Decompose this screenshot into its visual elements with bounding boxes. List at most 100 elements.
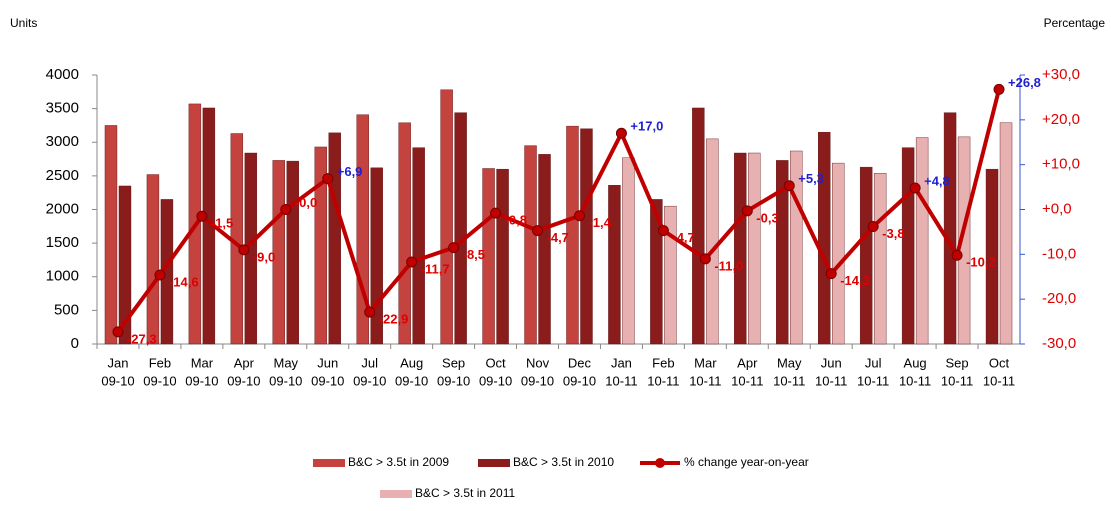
bar [832,162,845,345]
bar [440,89,453,345]
x-tick-label: 09-10 [311,373,344,388]
bar [734,152,747,345]
legend-swatch [478,459,510,467]
legend-swatch [313,459,345,467]
bar [790,150,803,345]
bar [118,185,132,345]
bar [496,168,509,345]
x-tick-label: 10-11 [689,373,721,388]
data-label: -9,0 [253,249,275,264]
marker [448,242,460,254]
x-tick-label: 09-10 [437,373,470,388]
x-tick-label: 09-10 [521,373,554,388]
bar [398,122,411,345]
bar [776,160,789,345]
marker [154,269,166,281]
bar [985,168,999,345]
y-tick-label: 500 [54,301,79,318]
data-label: +6,9 [337,164,363,179]
y-tick-label: 3000 [46,133,79,150]
x-tick-label: 09-10 [143,373,176,388]
x-tick-label: 10-11 [605,373,637,388]
data-label: +17,0 [630,119,663,134]
bar [915,137,929,345]
x-tick-label: Oct [989,355,1010,370]
x-tick-label: Aug [904,355,927,370]
marker [783,180,795,192]
marker [657,225,669,237]
bar [901,147,915,345]
bar [104,125,118,345]
marker [951,249,963,261]
x-tick-label: Dec [568,355,592,370]
x-tick-label: May [274,355,299,370]
bar [622,157,635,345]
data-label: +26,8 [1008,75,1041,90]
data-label: -0,0 [295,195,317,210]
data-label: -11,7 [421,261,450,276]
x-tick-label: 10-11 [815,373,847,388]
bar [286,160,299,345]
data-label: -0,3 [756,210,778,225]
y2-tick-label: -30,0 [1042,335,1076,352]
data-label: -3,8 [882,226,904,241]
y-axis-label: Units [10,16,37,30]
bar [412,147,425,345]
x-tick-label: Aug [400,355,423,370]
bar [608,185,621,345]
y-tick-label: 1500 [46,234,79,251]
bar [692,107,705,345]
data-label: -10,2 [966,255,996,270]
x-tick-label: 09-10 [185,373,218,388]
data-label: -8,5 [463,247,485,262]
x-tick-label: 09-10 [479,373,512,388]
marker [490,207,502,219]
bar [146,174,160,345]
x-tick-label: Feb [149,355,171,370]
data-label: -4,7 [672,230,694,245]
x-tick-label: 09-10 [101,373,134,388]
x-tick-label: Jun [317,355,338,370]
bar [943,112,957,345]
x-tick-label: Sep [945,355,968,370]
x-tick-label: May [777,355,802,370]
y2-tick-label: -10,0 [1042,245,1076,262]
x-tick-label: 09-10 [353,373,386,388]
y2-tick-label: +0,0 [1042,200,1072,217]
line [116,88,1001,334]
legend-swatch [655,458,665,468]
legend-label: B&C > 3.5t in 2009 [348,455,449,469]
y-tick-label: 1000 [46,268,79,285]
marker [573,210,585,222]
x-tick-label: Mar [694,355,717,370]
x-tick-label: Mar [191,355,214,370]
legend-swatch [380,490,412,498]
data-label: +5,3 [798,171,824,186]
marker [322,173,334,185]
data-label: -1,5 [211,216,233,231]
x-tick-label: Jan [611,355,632,370]
x-tick-label: 10-11 [731,373,763,388]
y-tick-label: 0 [71,335,79,352]
marker [867,221,879,233]
bar [859,166,873,345]
x-tick-label: Jul [865,355,882,370]
x-tick-label: 09-10 [269,373,302,388]
x-tick-label: Apr [737,355,758,370]
x-tick-label: 09-10 [563,373,596,388]
marker [699,253,711,265]
data-label: -4,7 [547,230,569,245]
marker [909,182,921,194]
marker [993,83,1005,95]
x-tick-label: 09-10 [395,373,428,388]
x-tick-label: Jan [107,355,128,370]
x-tick-label: 10-11 [857,373,889,388]
y2-axis-label: Percentage [1044,16,1106,30]
y-tick-label: 3500 [46,100,79,117]
bar [524,145,537,345]
marker [280,204,292,215]
bar [538,154,551,345]
y2-tick-label: +30,0 [1042,66,1080,83]
legend-label: B&C > 3.5t in 2011 [415,486,516,500]
